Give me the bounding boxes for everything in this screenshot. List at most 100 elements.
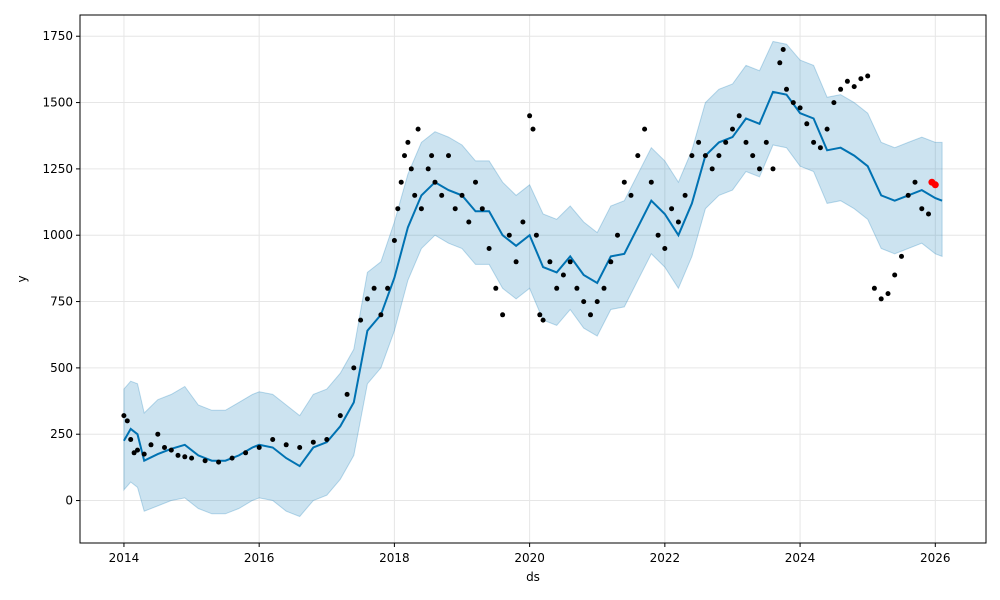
observed-point <box>757 166 762 172</box>
observed-point <box>371 285 377 291</box>
observed-point <box>912 179 918 185</box>
observed-point <box>486 246 492 251</box>
observed-point <box>131 450 137 456</box>
observed-point <box>770 166 776 172</box>
observed-point <box>202 458 208 464</box>
observed-point <box>926 211 931 217</box>
observed-point <box>506 232 512 238</box>
recent-observed-point <box>931 181 939 189</box>
y-tick-label: 1250 <box>42 162 73 176</box>
observed-point <box>216 459 222 465</box>
observed-point <box>743 139 749 145</box>
observed-point <box>777 60 783 66</box>
observed-point <box>270 437 276 442</box>
observed-point <box>675 219 681 225</box>
observed-points-layer <box>121 47 939 465</box>
observed-point <box>547 259 553 265</box>
observed-point <box>702 153 708 159</box>
observed-point <box>669 206 675 212</box>
observed-point <box>601 285 607 291</box>
observed-point <box>391 238 397 243</box>
observed-point <box>608 259 614 265</box>
observed-point <box>648 179 654 185</box>
y-axis-title: y <box>15 275 29 282</box>
y-tick-label: 750 <box>50 295 73 309</box>
observed-point <box>493 285 499 291</box>
observed-point <box>500 312 506 318</box>
observed-point <box>189 455 195 461</box>
observed-point <box>899 253 904 259</box>
observed-point <box>310 439 316 445</box>
observed-point <box>439 192 445 198</box>
observed-point <box>851 84 857 90</box>
observed-point <box>398 179 404 185</box>
observed-point <box>824 126 830 132</box>
observed-point <box>297 445 303 450</box>
observed-point <box>162 445 167 450</box>
x-tick-label: 2024 <box>785 551 816 565</box>
observed-point <box>429 153 435 159</box>
observed-point <box>838 86 844 92</box>
observed-point <box>364 296 370 302</box>
observed-point <box>175 452 181 458</box>
observed-point <box>628 192 634 198</box>
observed-point <box>811 139 817 145</box>
observed-point <box>452 206 458 212</box>
observed-point <box>135 447 140 453</box>
observed-point <box>395 206 401 212</box>
observed-point <box>689 153 695 159</box>
observed-point <box>858 76 864 82</box>
observed-point <box>716 153 722 159</box>
observed-point <box>730 126 735 132</box>
observed-point <box>337 413 343 419</box>
observed-point <box>513 259 519 265</box>
observed-point <box>635 153 641 159</box>
observed-point <box>124 418 130 424</box>
observed-point <box>344 391 350 397</box>
observed-point <box>790 100 796 106</box>
observed-point <box>432 179 438 185</box>
x-axis-title: ds <box>526 570 540 584</box>
x-tick-label: 2026 <box>920 551 951 565</box>
y-tick-label: 1500 <box>42 96 73 110</box>
observed-point <box>655 232 661 238</box>
observed-point <box>182 454 188 460</box>
observed-point <box>121 413 127 419</box>
observed-point <box>554 285 560 291</box>
x-axis-ticks: 2014 2016 2018 2020 2022 2024 2026 <box>109 543 951 565</box>
observed-point <box>750 153 756 159</box>
observed-point <box>168 447 174 453</box>
observed-point <box>844 78 850 84</box>
observed-point <box>682 192 688 198</box>
y-tick-label: 1750 <box>42 29 73 43</box>
observed-point <box>540 317 546 323</box>
observed-point <box>919 206 925 212</box>
x-tick-label: 2014 <box>109 551 140 565</box>
y-tick-label: 250 <box>50 427 73 441</box>
plot-area-frame <box>79 14 987 544</box>
y-tick-label: 1000 <box>42 228 73 242</box>
observed-point <box>594 299 600 305</box>
observed-point <box>141 451 147 457</box>
observed-point <box>588 312 593 318</box>
x-tick-label: 2020 <box>514 551 545 565</box>
observed-point <box>148 442 154 448</box>
observed-point <box>804 121 810 127</box>
y-tick-label: 0 <box>65 494 73 508</box>
observed-point <box>784 86 789 92</box>
observed-point <box>709 166 715 172</box>
observed-point <box>763 139 769 145</box>
observed-point <box>229 455 235 461</box>
x-tick-label: 2016 <box>244 551 275 565</box>
observed-point <box>402 153 407 159</box>
observed-point <box>662 246 668 251</box>
observed-point <box>560 272 566 278</box>
y-axis-ticks: 0 250 500 750 1000 1250 1500 1750 <box>42 29 80 508</box>
observed-point <box>283 442 289 448</box>
observed-point <box>537 312 543 318</box>
observed-point <box>905 192 911 198</box>
observed-point <box>615 232 620 238</box>
observed-point <box>256 445 262 450</box>
observed-point <box>425 166 431 172</box>
